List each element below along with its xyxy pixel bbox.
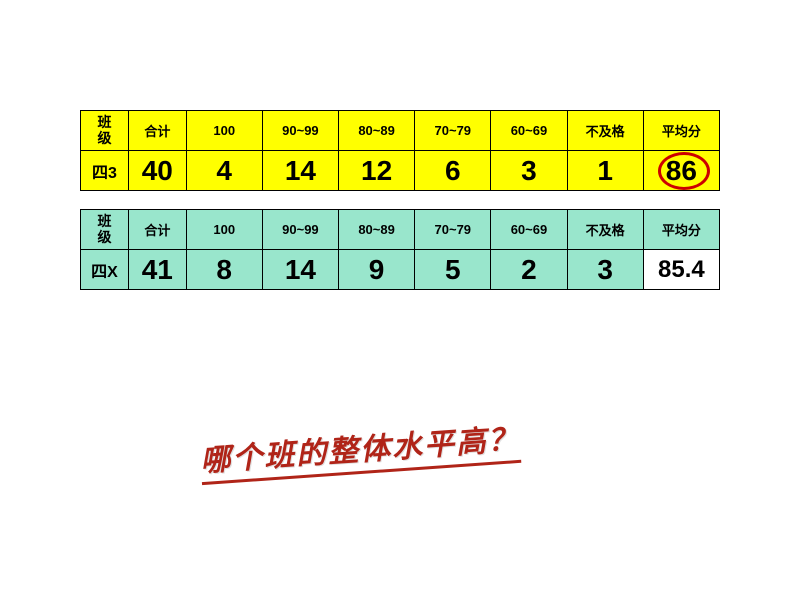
t2-fail: 3	[567, 250, 643, 290]
col-class-label: 班 级	[81, 111, 129, 151]
col-avg: 平均分	[643, 111, 719, 151]
slide: 班 级 合计 100 90~99 80~89 70~79 60~69 不及格 平…	[0, 0, 794, 596]
col-class-label-2: 班 级	[81, 210, 129, 250]
t2-80-89: 9	[339, 250, 415, 290]
table1-data-row: 四3 40 4 14 12 6 3 1 86	[81, 151, 720, 191]
col-100: 100	[186, 111, 262, 151]
t2-70-79: 5	[415, 250, 491, 290]
t2-60-69: 2	[491, 250, 567, 290]
col-90-99-2: 90~99	[262, 210, 338, 250]
t1-class: 四3	[81, 151, 129, 191]
table1-wrap: 班 级 合计 100 90~99 80~89 70~79 60~69 不及格 平…	[80, 110, 720, 191]
col-80-89-2: 80~89	[339, 210, 415, 250]
score-table-1: 班 级 合计 100 90~99 80~89 70~79 60~69 不及格 平…	[80, 110, 720, 191]
t1-fail: 1	[567, 151, 643, 191]
table2-wrap: 班 级 合计 100 90~99 80~89 70~79 60~69 不及格 平…	[80, 209, 720, 290]
question-text: 哪个班的整体水平高？	[199, 414, 522, 485]
t1-80-89: 12	[339, 151, 415, 191]
t1-60-69: 3	[491, 151, 567, 191]
t1-100: 4	[186, 151, 262, 191]
col-total-2: 合计	[129, 210, 187, 250]
col-70-79: 70~79	[415, 111, 491, 151]
col-60-69: 60~69	[491, 111, 567, 151]
col-70-79-2: 70~79	[415, 210, 491, 250]
class2-l1: 班	[98, 213, 112, 229]
col-100-2: 100	[186, 210, 262, 250]
class-l1: 班	[98, 114, 112, 130]
table2-header-row: 班 级 合计 100 90~99 80~89 70~79 60~69 不及格 平…	[81, 210, 720, 250]
t1-70-79: 6	[415, 151, 491, 191]
t2-total: 41	[129, 250, 187, 290]
t2-class: 四X	[81, 250, 129, 290]
col-90-99: 90~99	[262, 111, 338, 151]
t2-100: 8	[186, 250, 262, 290]
class-l2: 级	[98, 130, 112, 146]
t1-90-99: 14	[262, 151, 338, 191]
col-80-89: 80~89	[339, 111, 415, 151]
col-fail-2: 不及格	[567, 210, 643, 250]
t2-90-99: 14	[262, 250, 338, 290]
col-avg-2: 平均分	[643, 210, 719, 250]
table2-data-row: 四X 41 8 14 9 5 2 3 85.4	[81, 250, 720, 290]
t1-total: 40	[129, 151, 187, 191]
t1-avg: 86	[643, 151, 719, 191]
t2-avg: 85.4	[643, 250, 719, 290]
score-table-2: 班 级 合计 100 90~99 80~89 70~79 60~69 不及格 平…	[80, 209, 720, 290]
col-fail: 不及格	[567, 111, 643, 151]
table1-header-row: 班 级 合计 100 90~99 80~89 70~79 60~69 不及格 平…	[81, 111, 720, 151]
col-60-69-2: 60~69	[491, 210, 567, 250]
col-total: 合计	[129, 111, 187, 151]
class2-l2: 级	[98, 229, 112, 245]
